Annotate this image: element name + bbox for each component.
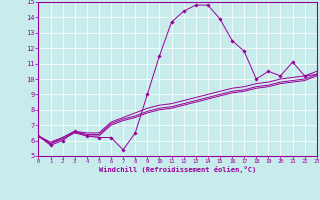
X-axis label: Windchill (Refroidissement éolien,°C): Windchill (Refroidissement éolien,°C) <box>99 166 256 173</box>
